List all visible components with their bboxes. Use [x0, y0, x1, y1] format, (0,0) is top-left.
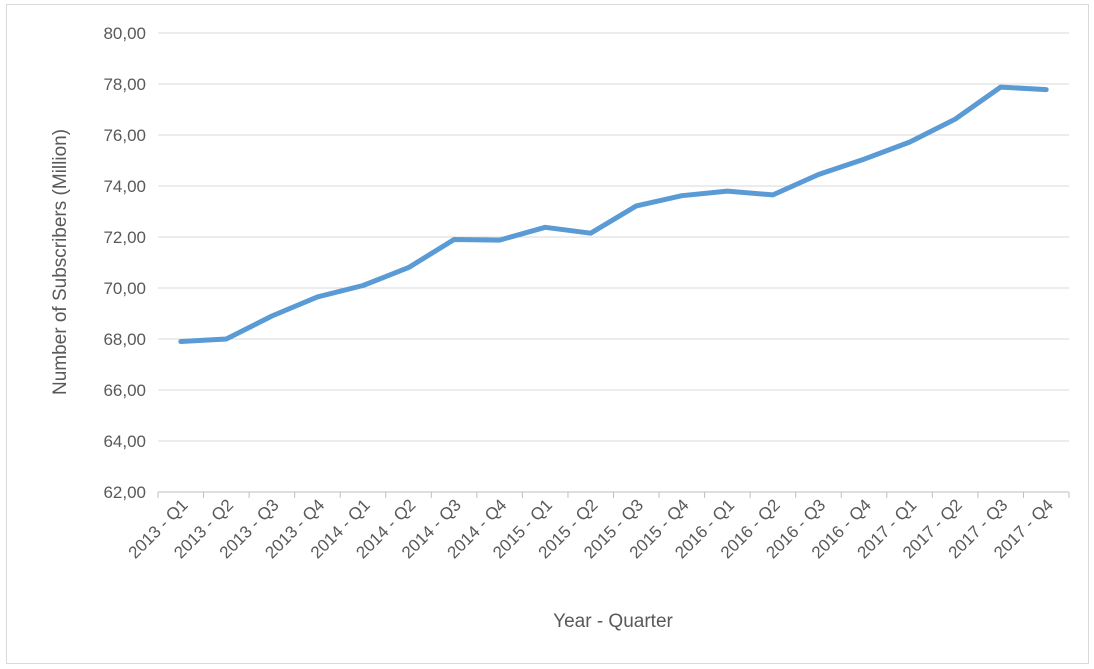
y-tick-label: 64,00	[103, 432, 146, 451]
y-tick-label: 76,00	[103, 126, 146, 145]
y-tick-label: 66,00	[103, 381, 146, 400]
y-tick-labels: 62,00 64,00 66,00 68,00 70,00 72,00 74,00 76,00…	[103, 24, 146, 502]
y-tick-label: 68,00	[103, 330, 146, 349]
series-group	[178, 84, 1049, 344]
y-tick-label: 70,00	[103, 279, 146, 298]
y-tick-label: 62,00	[103, 483, 146, 502]
gridlines	[158, 32, 1069, 442]
series-line	[178, 84, 1049, 344]
chart-frame	[6, 4, 1089, 664]
axes	[157, 491, 1070, 498]
y-tick-label: 80,00	[103, 24, 146, 43]
y-tick-label: 78,00	[103, 75, 146, 94]
y-tick-label: 72,00	[103, 228, 146, 247]
y-tick-label: 74,00	[103, 177, 146, 196]
y-axis-title: Number of Subscribers (Million)	[50, 129, 71, 395]
x-axis-title: Year - Quarter	[553, 611, 673, 632]
